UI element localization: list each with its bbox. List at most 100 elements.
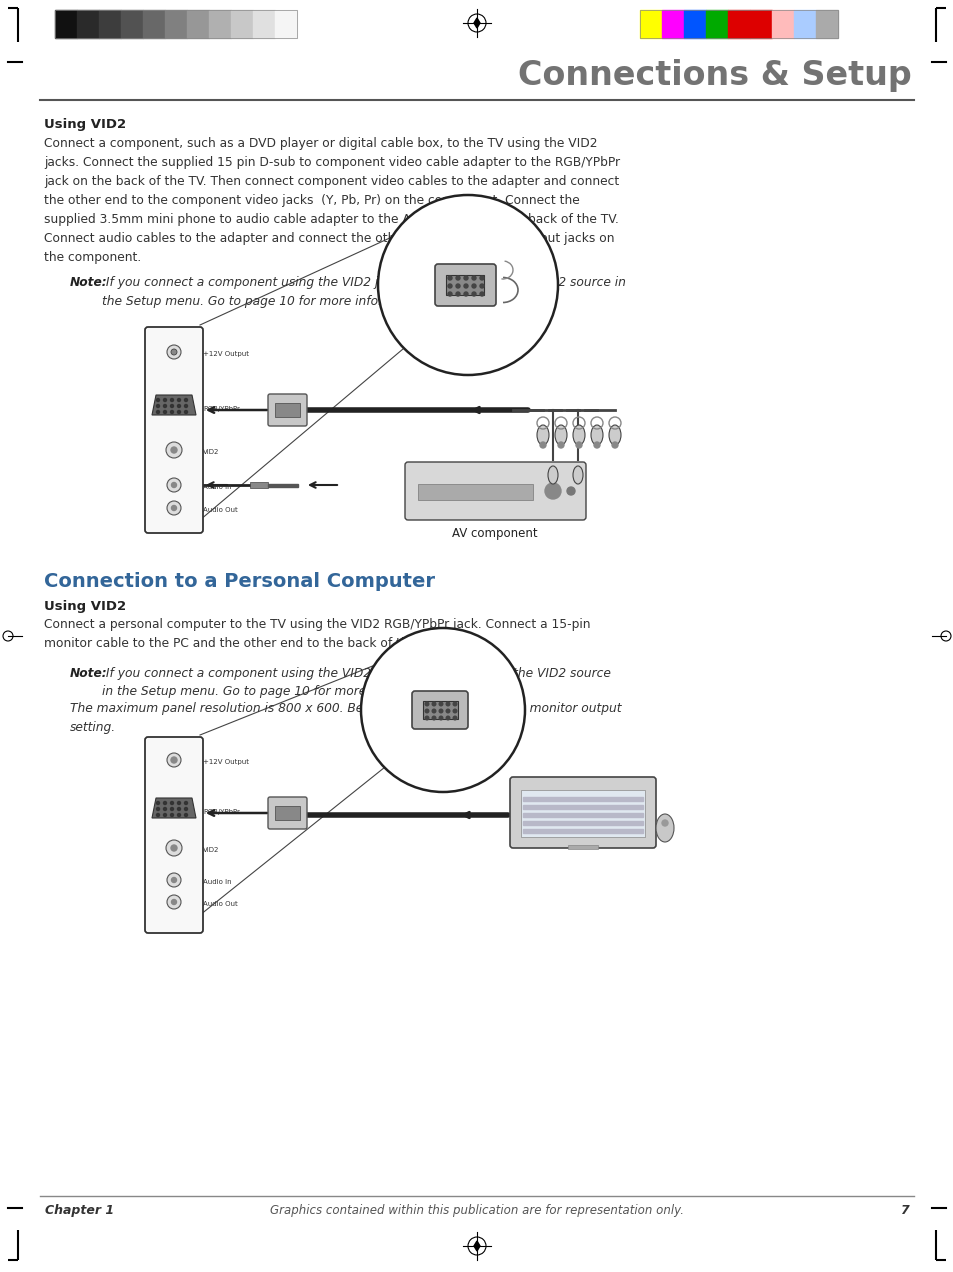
Bar xyxy=(121,10,143,38)
Circle shape xyxy=(184,808,188,810)
Text: Using VID2: Using VID2 xyxy=(44,118,126,131)
Text: Connections & Setup: Connections & Setup xyxy=(517,59,911,92)
Bar xyxy=(268,483,297,486)
Circle shape xyxy=(163,801,167,804)
Circle shape xyxy=(425,702,428,706)
Circle shape xyxy=(177,404,180,407)
Circle shape xyxy=(448,293,452,296)
Circle shape xyxy=(156,814,159,817)
Circle shape xyxy=(456,293,459,296)
Bar xyxy=(446,275,483,295)
Bar xyxy=(520,790,644,837)
Circle shape xyxy=(171,808,173,810)
Bar xyxy=(522,798,642,801)
Circle shape xyxy=(177,411,180,413)
Bar xyxy=(209,10,231,38)
Text: If you connect a component using the VID2 jacks, you need to set the VID2 source: If you connect a component using the VID… xyxy=(102,276,625,308)
Circle shape xyxy=(558,441,563,448)
Text: 7: 7 xyxy=(900,1205,908,1217)
Polygon shape xyxy=(152,396,195,415)
Circle shape xyxy=(171,349,177,355)
Bar xyxy=(274,806,299,820)
Bar xyxy=(727,10,749,38)
Text: Connect a personal computer to the TV using the VID2 RGB/YPbPr jack. Connect a 1: Connect a personal computer to the TV us… xyxy=(44,618,590,650)
Bar xyxy=(250,482,268,488)
Circle shape xyxy=(472,293,476,296)
Bar xyxy=(661,10,683,38)
Text: RGB/YPbPr: RGB/YPbPr xyxy=(203,809,239,815)
Circle shape xyxy=(184,814,188,817)
Circle shape xyxy=(167,501,181,515)
Text: Audio In: Audio In xyxy=(203,485,232,490)
Circle shape xyxy=(167,753,181,767)
Bar xyxy=(749,10,771,38)
Circle shape xyxy=(171,446,177,453)
Circle shape xyxy=(479,284,483,287)
Circle shape xyxy=(172,505,176,510)
Circle shape xyxy=(472,276,476,280)
Circle shape xyxy=(166,441,182,458)
Bar xyxy=(639,10,661,38)
Circle shape xyxy=(184,398,188,402)
Circle shape xyxy=(463,284,468,287)
Circle shape xyxy=(446,716,449,720)
Circle shape xyxy=(156,398,159,402)
Circle shape xyxy=(446,702,449,706)
Text: Audio In: Audio In xyxy=(203,879,232,885)
FancyBboxPatch shape xyxy=(412,691,468,729)
Circle shape xyxy=(456,276,459,280)
Circle shape xyxy=(463,293,468,296)
Bar xyxy=(253,10,274,38)
Bar xyxy=(187,10,209,38)
Circle shape xyxy=(425,710,428,712)
FancyBboxPatch shape xyxy=(268,798,307,829)
Text: VID2: VID2 xyxy=(203,847,219,854)
Bar xyxy=(567,845,598,848)
Circle shape xyxy=(432,702,436,706)
Circle shape xyxy=(661,820,667,826)
Circle shape xyxy=(172,899,176,904)
Bar xyxy=(143,10,165,38)
Circle shape xyxy=(167,873,181,887)
FancyBboxPatch shape xyxy=(145,327,203,533)
Text: Chapter 1: Chapter 1 xyxy=(45,1205,114,1217)
Circle shape xyxy=(167,895,181,909)
Circle shape xyxy=(163,404,167,407)
Text: +12V Output: +12V Output xyxy=(203,351,249,357)
Circle shape xyxy=(172,482,176,487)
Text: The maximum panel resolution is 800 x 600. Be sure to set your PC to this monito: The maximum panel resolution is 800 x 60… xyxy=(70,702,620,734)
Bar xyxy=(522,805,642,809)
Text: Audio Out: Audio Out xyxy=(203,901,237,907)
Bar xyxy=(771,10,793,38)
Circle shape xyxy=(177,808,180,810)
Circle shape xyxy=(184,801,188,804)
Circle shape xyxy=(438,702,442,706)
Circle shape xyxy=(438,710,442,712)
Bar xyxy=(77,10,99,38)
Bar xyxy=(231,10,253,38)
Circle shape xyxy=(156,808,159,810)
Ellipse shape xyxy=(590,425,602,445)
Bar xyxy=(793,10,815,38)
Text: Graphics contained within this publication are for representation only.: Graphics contained within this publicati… xyxy=(270,1205,683,1217)
Circle shape xyxy=(167,478,181,492)
Circle shape xyxy=(446,710,449,712)
Ellipse shape xyxy=(537,425,548,445)
Text: Note:: Note: xyxy=(70,276,108,289)
Text: Connect a component, such as a DVD player or digital cable box, to the TV using : Connect a component, such as a DVD playe… xyxy=(44,137,619,265)
Bar xyxy=(55,10,77,38)
Text: If you connect a component using the VID2 jacks, you need to set the VID2 source: If you connect a component using the VID… xyxy=(102,667,610,698)
Circle shape xyxy=(163,814,167,817)
Circle shape xyxy=(566,487,575,495)
Bar xyxy=(274,403,299,417)
Circle shape xyxy=(177,801,180,804)
Circle shape xyxy=(163,808,167,810)
Bar xyxy=(422,701,457,719)
Ellipse shape xyxy=(608,425,620,445)
Circle shape xyxy=(425,716,428,720)
Circle shape xyxy=(612,441,618,448)
Circle shape xyxy=(432,716,436,720)
FancyBboxPatch shape xyxy=(405,462,585,520)
Bar xyxy=(55,10,296,38)
Circle shape xyxy=(171,845,177,851)
